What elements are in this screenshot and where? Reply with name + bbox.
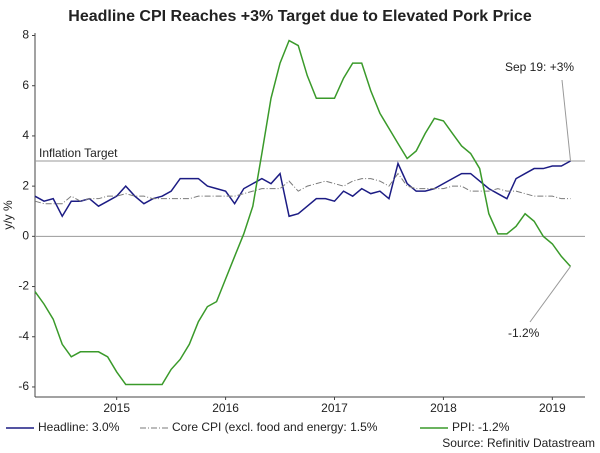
x-tick-label: 2018: [430, 401, 457, 415]
series-line: [34, 39, 572, 386]
x-tick-label: 2015: [103, 401, 130, 415]
series-line: [34, 172, 571, 205]
x-tick-label: 2019: [539, 401, 566, 415]
legend-label: PPI: -1.2%: [452, 420, 510, 434]
legend-label: Core CPI (excl. food and energy: 1.5%: [172, 420, 378, 434]
chart-title: Headline CPI Reaches +3% Target due to E…: [68, 8, 532, 25]
y-tick-label: 6: [22, 78, 29, 92]
y-tick-label: 0: [22, 229, 29, 243]
y-tick-label: -6: [18, 379, 29, 393]
annotation: Sep 19: +3%: [505, 60, 574, 74]
x-tick-label: 2016: [212, 401, 239, 415]
y-tick-label: 8: [22, 28, 29, 42]
y-tick-label: -4: [18, 329, 29, 343]
y-tick-label: -2: [18, 279, 29, 293]
reference-label: Inflation Target: [39, 146, 118, 160]
annotation: -1.2%: [508, 326, 540, 340]
annotation-pointer: [529, 266, 571, 323]
y-tick-label: 2: [22, 178, 29, 192]
legend-label: Headline: 3.0%: [38, 420, 120, 434]
y-axis-label: y/y %: [1, 200, 15, 230]
y-tick-label: 4: [22, 128, 29, 142]
series-line: [34, 160, 571, 218]
x-tick-label: 2017: [321, 401, 348, 415]
annotation-pointer: [561, 79, 572, 162]
source: Source: Refinitiv Datastream: [442, 436, 595, 450]
